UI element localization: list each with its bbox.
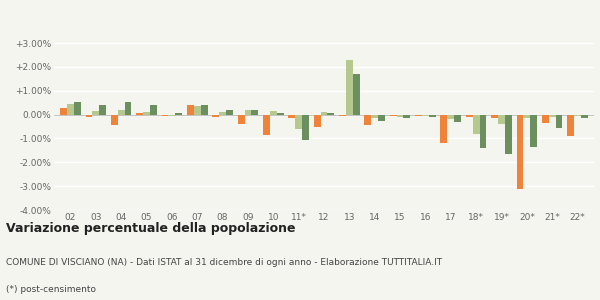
- Bar: [390, 115, 397, 116]
- Bar: [314, 115, 320, 127]
- Bar: [466, 115, 473, 117]
- Bar: [99, 105, 106, 115]
- Bar: [263, 115, 270, 135]
- Bar: [118, 110, 125, 115]
- Bar: [150, 105, 157, 115]
- Bar: [339, 115, 346, 116]
- Bar: [429, 115, 436, 117]
- Bar: [498, 115, 505, 124]
- Bar: [212, 115, 219, 117]
- Bar: [136, 113, 143, 115]
- Bar: [397, 115, 403, 117]
- Text: COMUNE DI VISCIANO (NA) - Dati ISTAT al 31 dicembre di ogni anno - Elaborazione : COMUNE DI VISCIANO (NA) - Dati ISTAT al …: [6, 258, 442, 267]
- Bar: [505, 115, 512, 154]
- Bar: [422, 115, 429, 116]
- Bar: [371, 115, 378, 118]
- Bar: [194, 106, 200, 115]
- Bar: [353, 74, 359, 115]
- Bar: [289, 115, 295, 118]
- Bar: [574, 115, 581, 116]
- Bar: [270, 111, 277, 115]
- Bar: [277, 113, 284, 115]
- Bar: [364, 115, 371, 125]
- Bar: [491, 115, 498, 118]
- Bar: [581, 115, 588, 118]
- Bar: [403, 115, 410, 118]
- Bar: [295, 115, 302, 129]
- Bar: [143, 112, 150, 115]
- Bar: [238, 115, 245, 124]
- Bar: [60, 107, 67, 115]
- Bar: [473, 115, 479, 134]
- Bar: [567, 115, 574, 136]
- Bar: [200, 105, 208, 115]
- Bar: [125, 101, 131, 115]
- Bar: [187, 105, 194, 115]
- Text: Variazione percentuale della popolazione: Variazione percentuale della popolazione: [6, 222, 296, 235]
- Bar: [346, 60, 353, 115]
- Bar: [302, 115, 309, 140]
- Bar: [92, 111, 99, 115]
- Bar: [454, 115, 461, 122]
- Bar: [175, 113, 182, 115]
- Bar: [448, 115, 454, 119]
- Bar: [479, 115, 487, 148]
- Bar: [556, 115, 562, 128]
- Bar: [328, 113, 334, 115]
- Legend: Visciano, Provincia di NA, Campania: Visciano, Provincia di NA, Campania: [200, 0, 448, 4]
- Text: (*) post-censimento: (*) post-censimento: [6, 285, 96, 294]
- Bar: [415, 115, 422, 116]
- Bar: [161, 115, 169, 116]
- Bar: [320, 112, 328, 115]
- Bar: [226, 110, 233, 115]
- Bar: [542, 115, 549, 123]
- Bar: [251, 110, 258, 115]
- Bar: [549, 115, 556, 117]
- Bar: [523, 115, 530, 118]
- Bar: [378, 115, 385, 121]
- Bar: [440, 115, 448, 143]
- Bar: [74, 101, 81, 115]
- Bar: [86, 115, 92, 117]
- Bar: [67, 104, 74, 115]
- Bar: [169, 115, 175, 116]
- Bar: [111, 115, 118, 125]
- Bar: [245, 110, 251, 115]
- Bar: [219, 112, 226, 115]
- Bar: [517, 115, 523, 188]
- Bar: [530, 115, 537, 147]
